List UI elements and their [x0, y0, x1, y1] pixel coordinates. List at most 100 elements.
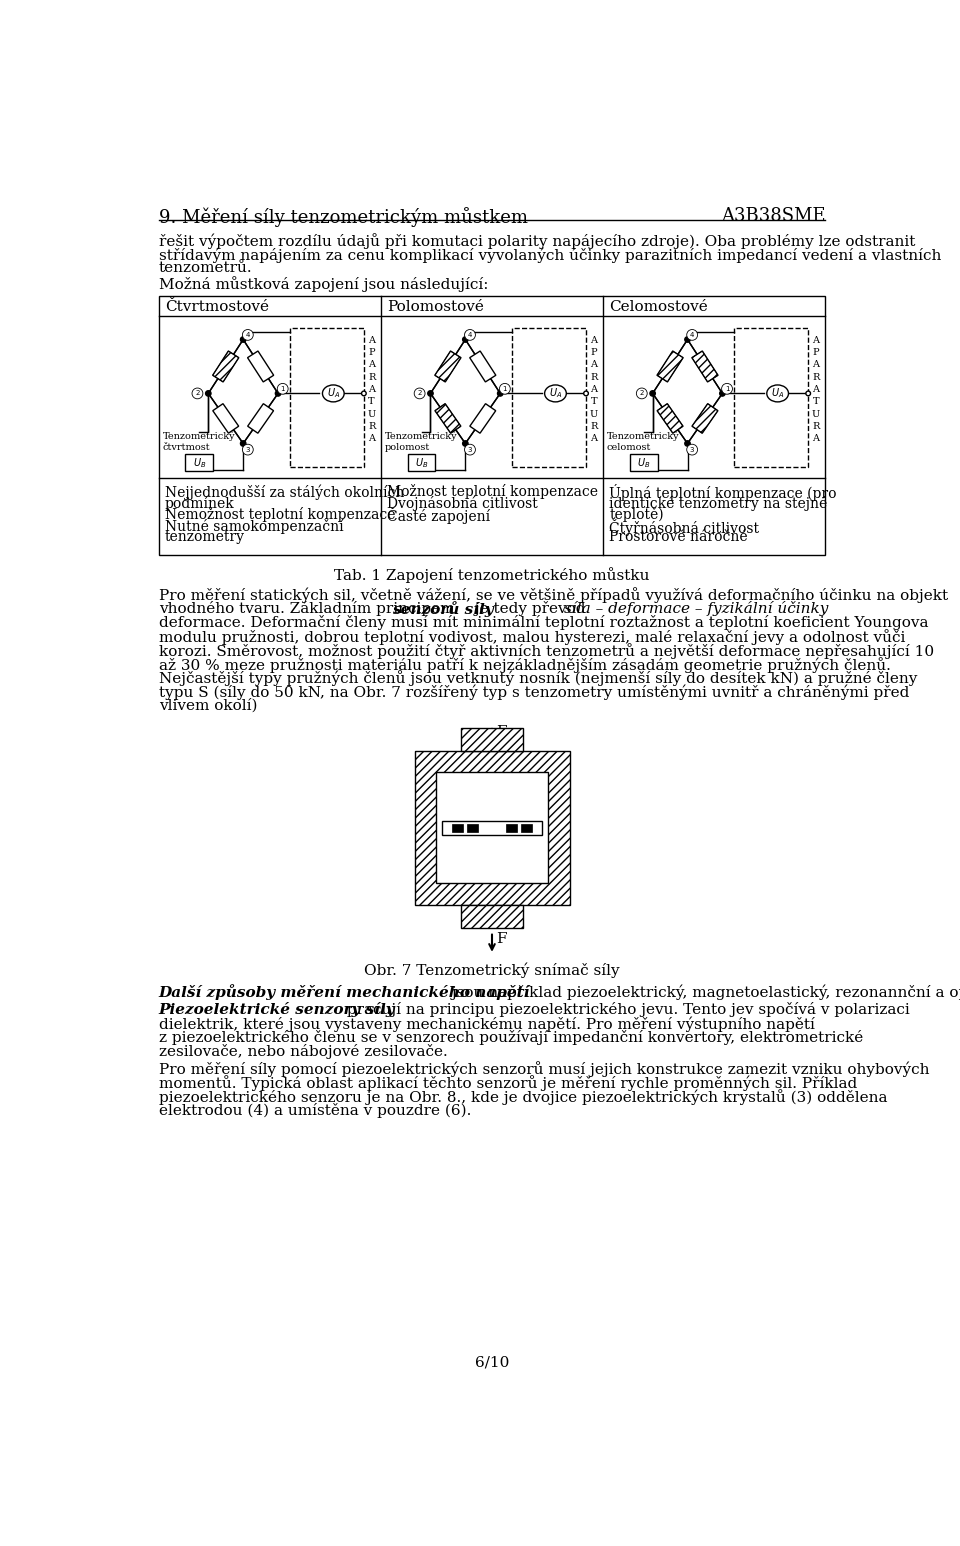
Ellipse shape — [767, 385, 788, 402]
Circle shape — [463, 337, 468, 342]
Text: R: R — [590, 422, 597, 431]
Circle shape — [192, 388, 203, 399]
Bar — [185, 455, 213, 472]
Text: 2: 2 — [639, 391, 644, 396]
Bar — [461, 904, 523, 928]
Bar — [443, 821, 541, 835]
Text: vhodného tvaru. Základním principem: vhodného tvaru. Základním principem — [158, 601, 459, 617]
Bar — [461, 728, 523, 751]
Text: A: A — [368, 360, 375, 369]
Text: Možnost teplotní kompenzace: Možnost teplotní kompenzace — [387, 484, 598, 499]
Bar — [461, 904, 523, 928]
Text: $U_B$: $U_B$ — [637, 456, 650, 470]
Text: T: T — [812, 397, 819, 407]
Circle shape — [463, 441, 468, 447]
Text: typu S (síly do 50 kN, na Obr. 7 rozšířený typ s tenzometry umístěnými uvnitř a : typu S (síly do 50 kN, na Obr. 7 rozšíře… — [158, 685, 909, 700]
Text: jsou například piezoelektrický, magnetoelastický, rezonannční a optické principy: jsou například piezoelektrický, magnetoe… — [446, 983, 960, 1000]
Text: F: F — [496, 932, 506, 946]
Text: Piezoelektrické senzory síly: Piezoelektrické senzory síly — [158, 1002, 396, 1017]
Bar — [408, 455, 436, 472]
Text: $U_A$: $U_A$ — [549, 386, 563, 400]
Text: P: P — [590, 348, 597, 357]
Text: $U_A$: $U_A$ — [771, 386, 784, 400]
Text: A: A — [590, 385, 597, 394]
Circle shape — [684, 337, 690, 342]
Polygon shape — [213, 351, 239, 382]
Bar — [512, 328, 586, 467]
Text: 6/10: 6/10 — [475, 1356, 509, 1370]
Text: A: A — [368, 385, 375, 394]
Bar — [521, 824, 532, 832]
Circle shape — [805, 391, 810, 396]
Text: A: A — [812, 360, 820, 369]
Circle shape — [205, 391, 211, 396]
Circle shape — [242, 329, 253, 340]
Text: U: U — [589, 410, 598, 419]
Text: dielektrik, které jsou vystaveny mechanickému napětí. Pro měření výstupního napě: dielektrik, které jsou vystaveny mechani… — [158, 1016, 815, 1031]
Polygon shape — [435, 404, 461, 433]
Text: Čtvrtmostové: Čtvrtmostové — [165, 300, 269, 314]
Text: A: A — [590, 335, 597, 345]
Text: F: F — [496, 725, 506, 739]
Text: Tenzometrický
čtvrtmost: Tenzometrický čtvrtmost — [162, 431, 235, 451]
Text: T: T — [590, 397, 597, 407]
Ellipse shape — [544, 385, 566, 402]
Text: Dvojnásobná citlivost: Dvojnásobná citlivost — [387, 496, 538, 510]
Text: R: R — [590, 373, 597, 382]
Text: R: R — [368, 373, 375, 382]
Polygon shape — [692, 351, 718, 382]
Text: P: P — [369, 348, 375, 357]
Text: Tenzometrický
celomost: Tenzometrický celomost — [607, 431, 680, 451]
Text: vlivem okolí): vlivem okolí) — [158, 699, 257, 713]
Bar — [506, 824, 516, 832]
Circle shape — [686, 444, 698, 455]
Polygon shape — [657, 351, 684, 382]
Circle shape — [584, 391, 588, 396]
Text: podmínek: podmínek — [165, 496, 234, 510]
Text: 4: 4 — [468, 332, 472, 339]
Circle shape — [497, 391, 503, 396]
Circle shape — [650, 391, 656, 396]
Bar — [436, 773, 548, 883]
Text: $R_3$: $R_3$ — [441, 864, 456, 880]
Text: $U_B$: $U_B$ — [193, 456, 206, 470]
Text: A3B38SME: A3B38SME — [721, 207, 826, 226]
Text: A: A — [368, 335, 375, 345]
Text: Pro měření síly pomocí piezoelektrických senzorů musí jejich konstrukce zamezit : Pro měření síly pomocí piezoelektrických… — [158, 1061, 929, 1078]
Bar — [415, 751, 569, 904]
Text: Nutné samokompenzační: Nutné samokompenzační — [165, 519, 344, 533]
Text: 4: 4 — [246, 332, 250, 339]
Text: Možná můstková zapojení jsou následující:: Možná můstková zapojení jsou následující… — [158, 277, 489, 292]
Text: Nemožnost teplotní kompenzace: Nemožnost teplotní kompenzace — [165, 507, 396, 523]
Text: 3: 3 — [690, 447, 694, 453]
Text: $U_B$: $U_B$ — [415, 456, 428, 470]
Bar — [158, 297, 826, 555]
Bar — [630, 455, 658, 472]
Text: Čtyřnásobná citlivost: Čtyřnásobná citlivost — [610, 519, 759, 536]
Text: Celomostové: Celomostové — [610, 300, 708, 314]
Text: 3: 3 — [468, 447, 472, 453]
Text: Polomostové: Polomostové — [387, 300, 484, 314]
Circle shape — [722, 383, 732, 394]
Text: z piezoelektrického členu se v senzorech používají impedanční konvertory, elektr: z piezoelektrického členu se v senzorech… — [158, 1030, 863, 1045]
Text: A: A — [590, 360, 597, 369]
Circle shape — [362, 391, 366, 396]
Circle shape — [499, 383, 511, 394]
Text: P: P — [812, 348, 819, 357]
Circle shape — [240, 441, 246, 447]
Circle shape — [720, 391, 725, 396]
Text: $R_1$: $R_1$ — [441, 781, 456, 795]
Text: T: T — [369, 397, 375, 407]
Bar — [290, 328, 364, 467]
Text: řešit výpočtem rozdílu údajů při komutaci polarity napájecího zdroje). Oba probl: řešit výpočtem rozdílu údajů při komutac… — [158, 233, 915, 249]
Text: 1: 1 — [503, 386, 507, 391]
Text: A: A — [812, 385, 820, 394]
Text: senzorů síly: senzorů síly — [392, 601, 493, 617]
Polygon shape — [248, 404, 274, 433]
Text: A: A — [812, 434, 820, 444]
Circle shape — [277, 383, 288, 394]
Circle shape — [240, 337, 246, 342]
Text: korozi. Směrovost, možnost použití čtyř aktivních tenzometrů a největší deformac: korozi. Směrovost, možnost použití čtyř … — [158, 643, 934, 659]
Text: síla – deformace – fyzikální účinky: síla – deformace – fyzikální účinky — [564, 601, 828, 617]
Text: Prostorově náročné: Prostorově náročné — [610, 530, 748, 544]
